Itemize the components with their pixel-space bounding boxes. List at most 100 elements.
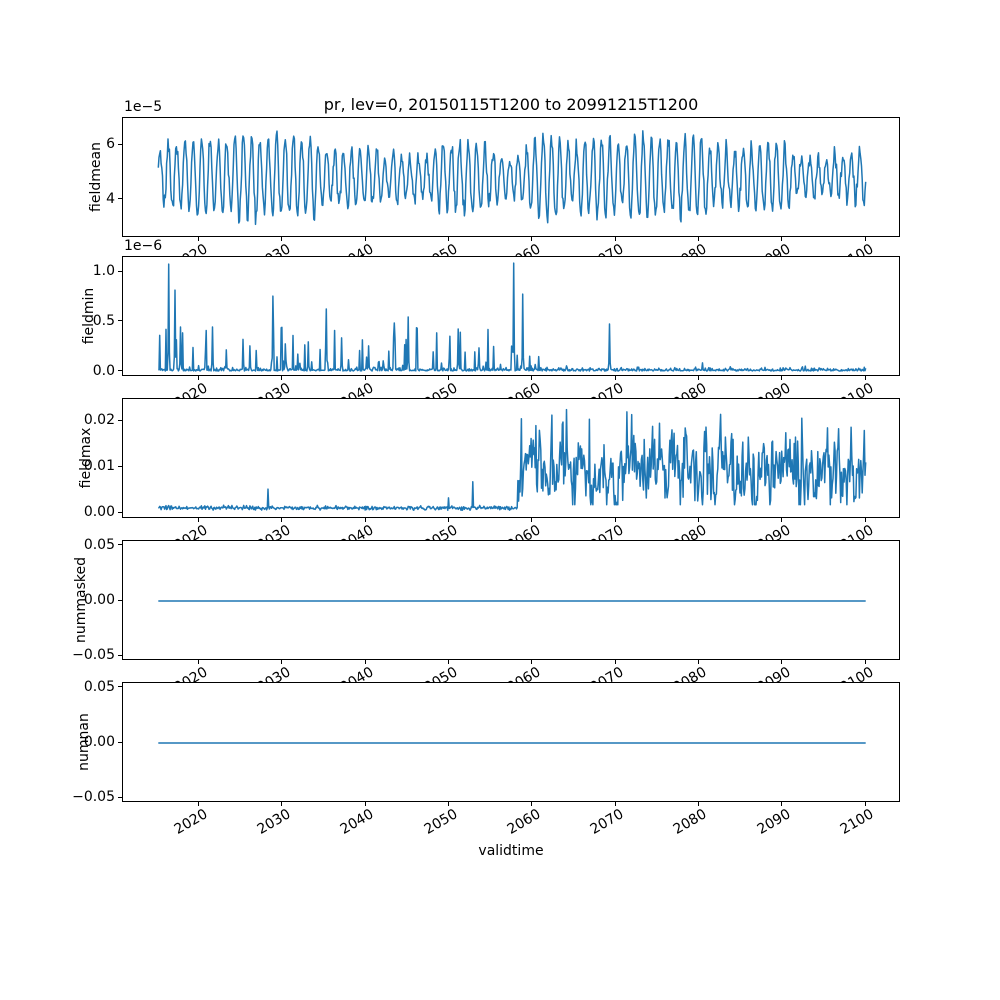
axes-fieldmax xyxy=(122,398,900,518)
x-tick-label: 2060 xyxy=(504,806,544,838)
x-tick-label: 2100 xyxy=(837,806,877,838)
x-tick xyxy=(697,802,699,806)
x-tick xyxy=(364,237,366,241)
x-tick xyxy=(531,518,533,522)
x-tick xyxy=(281,237,283,241)
y-tick xyxy=(118,796,122,798)
x-tick-label: 2070 xyxy=(587,806,627,838)
x-tick xyxy=(364,376,366,380)
x-tick-label: 2090 xyxy=(754,806,794,838)
axes-fieldmin xyxy=(122,256,900,376)
x-tick xyxy=(697,660,699,664)
x-tick xyxy=(448,376,450,380)
y-tick-label: 0.05 xyxy=(83,536,115,553)
x-tick xyxy=(448,802,450,806)
line-series-numnan xyxy=(158,742,866,744)
x-tick-label: 2080 xyxy=(671,806,710,838)
x-tick xyxy=(781,660,783,664)
x-tick xyxy=(281,376,283,380)
x-tick xyxy=(198,376,200,380)
y-tick xyxy=(118,686,122,688)
x-tick xyxy=(364,518,366,522)
y-tick-label: 0.01 xyxy=(83,458,115,475)
y-tick xyxy=(118,511,122,513)
x-tick xyxy=(531,376,533,380)
x-tick xyxy=(697,376,699,380)
line-series-fieldmin xyxy=(158,262,867,372)
y-tick xyxy=(118,544,122,546)
y-tick-label: 4 xyxy=(106,190,115,207)
y-tick xyxy=(118,599,122,601)
series-path xyxy=(158,262,867,372)
x-tick xyxy=(781,237,783,241)
y-tick xyxy=(118,741,122,743)
y-tick xyxy=(118,370,122,372)
x-tick xyxy=(448,237,450,241)
x-tick xyxy=(531,660,533,664)
x-tick xyxy=(864,660,866,664)
line-series-fieldmax xyxy=(157,408,867,512)
axes-numnan xyxy=(122,682,900,802)
x-tick xyxy=(781,802,783,806)
x-tick xyxy=(364,660,366,664)
y-tick-label: 1.0 xyxy=(92,263,115,280)
x-tick xyxy=(864,237,866,241)
chart-title: pr, lev=0, 20150115T1200 to 20991215T120… xyxy=(323,95,699,114)
x-tick xyxy=(697,237,699,241)
offset-text-fieldmean: 1e−5 xyxy=(124,99,163,115)
y-tick xyxy=(118,419,122,421)
x-tick xyxy=(864,376,866,380)
y-tick-label: 0.5 xyxy=(92,312,115,329)
x-tick xyxy=(697,518,699,522)
x-tick xyxy=(614,376,616,380)
x-tick xyxy=(198,660,200,664)
y-tick xyxy=(118,143,122,145)
x-tick xyxy=(614,660,616,664)
x-tick xyxy=(614,518,616,522)
axes-fieldmean xyxy=(122,117,900,237)
x-tick xyxy=(198,802,200,806)
x-tick xyxy=(281,518,283,522)
y-tick-label: 0.00 xyxy=(83,592,115,608)
y-tick xyxy=(118,320,122,322)
x-tick xyxy=(614,237,616,241)
x-tick-label: 2030 xyxy=(254,806,294,838)
x-tick xyxy=(864,518,866,522)
x-tick xyxy=(448,518,450,522)
y-tick-label: −0.05 xyxy=(72,647,115,664)
x-tick xyxy=(531,802,533,806)
x-tick xyxy=(614,802,616,806)
x-tick xyxy=(864,802,866,806)
line-series-nummasked xyxy=(158,600,866,602)
xlabel: validtime xyxy=(478,843,544,859)
x-tick xyxy=(781,376,783,380)
x-tick xyxy=(198,518,200,522)
x-tick-label: 2050 xyxy=(421,806,461,838)
series-path xyxy=(157,130,867,226)
x-tick xyxy=(531,237,533,241)
axes-nummasked xyxy=(122,540,900,660)
y-tick-label: 0.02 xyxy=(83,412,115,429)
y-tick xyxy=(118,465,122,467)
x-tick-label: 2020 xyxy=(171,806,211,838)
y-tick-label: 0.00 xyxy=(83,504,115,521)
line-series-fieldmean xyxy=(157,130,867,226)
x-tick-label: 2040 xyxy=(337,806,377,838)
y-tick-label: 0.05 xyxy=(83,678,115,695)
y-tick-label: 0.0 xyxy=(92,362,115,379)
y-tick-label: −0.05 xyxy=(72,789,115,806)
x-tick xyxy=(448,660,450,664)
y-tick xyxy=(118,270,122,272)
x-tick xyxy=(198,237,200,241)
x-tick xyxy=(281,802,283,806)
y-tick xyxy=(118,198,122,200)
offset-text-fieldmin: 1e−6 xyxy=(124,238,163,254)
x-tick xyxy=(364,802,366,806)
x-tick xyxy=(281,660,283,664)
series-path xyxy=(157,408,867,512)
x-tick xyxy=(781,518,783,522)
y-tick-label: 0.00 xyxy=(83,734,115,750)
y-tick-label: 6 xyxy=(106,136,115,153)
y-tick xyxy=(118,654,122,656)
